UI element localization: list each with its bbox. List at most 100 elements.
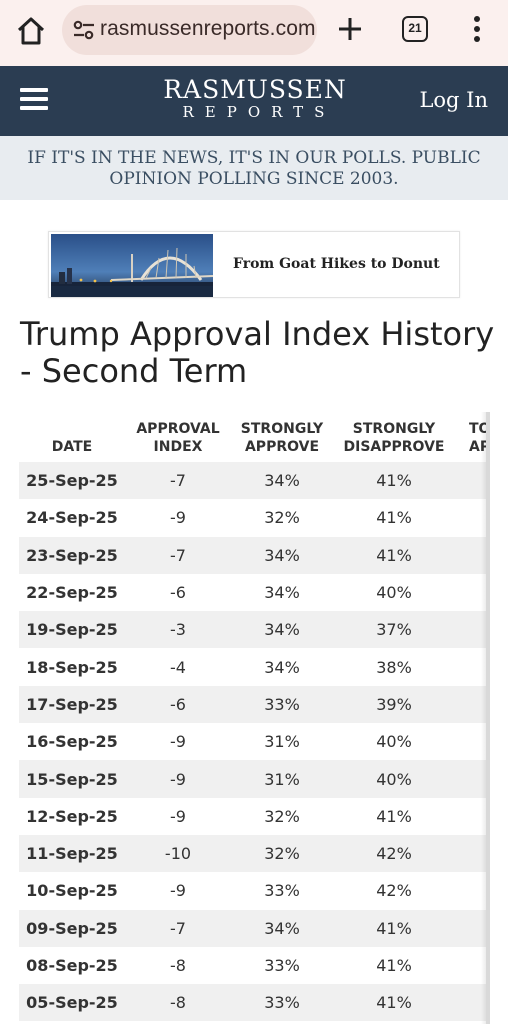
cell-approval-index: -9 (125, 872, 231, 910)
cell-approval-index: -8 (125, 984, 231, 1022)
cell-date: 12-Sep-25 (19, 797, 125, 835)
cell-strongly-approve: 34% (231, 462, 333, 500)
cell-date: 22-Sep-25 (19, 573, 125, 612)
table-header-row: DATE APPROVAL INDEX STRONGLY APPROVE STRON… (19, 412, 489, 462)
cell-strongly-disapprove: 42% (333, 834, 455, 873)
cell-date: 16-Sep-25 (19, 723, 125, 761)
cell-strongly-approve: 34% (231, 648, 333, 686)
cell-strongly-approve: 32% (231, 499, 333, 537)
cell-strongly-approve: 31% (231, 760, 333, 798)
cell-total-approve (455, 834, 489, 873)
table-row: 05-Sep-25 -8 33% 41% (19, 984, 489, 1022)
cell-strongly-disapprove: 38% (333, 648, 455, 686)
kebab-icon[interactable] (468, 14, 486, 44)
cell-strongly-disapprove: 41% (333, 909, 455, 947)
table-row: 17-Sep-25 -6 33% 39% (19, 685, 489, 724)
cell-date: 15-Sep-25 (19, 760, 125, 798)
tabs-icon[interactable]: 21 (402, 16, 428, 42)
plus-icon[interactable] (336, 14, 364, 44)
cell-strongly-disapprove: 41% (333, 946, 455, 985)
cell-total-approve (455, 648, 489, 686)
table-row: 16-Sep-25 -9 31% 40% (19, 723, 489, 761)
cell-strongly-disapprove: 37% (333, 611, 455, 649)
cell-strongly-approve: 34% (231, 536, 333, 574)
url-text[interactable]: rasmussenreports.com (100, 17, 316, 40)
cell-date: 08-Sep-25 (19, 946, 125, 985)
cell-strongly-approve: 32% (231, 797, 333, 835)
cell-strongly-disapprove: 41% (333, 499, 455, 537)
cell-strongly-disapprove: 42% (333, 872, 455, 910)
cell-total-approve (455, 946, 489, 985)
site-logo[interactable]: RASMUSSEN REPORTS (150, 77, 360, 122)
cell-total-approve (455, 685, 489, 724)
table-body: 25-Sep-25 -7 34% 41% 24-Sep-25 -9 32% 41% 23-Sep… (19, 462, 489, 1022)
tune-icon[interactable] (72, 19, 96, 41)
header-total-approve: TOTALAPPROVE (469, 421, 489, 455)
page-title: Trump Approval Index History - Second Te… (20, 315, 495, 390)
cell-date: 25-Sep-25 (19, 462, 125, 500)
cell-date: 17-Sep-25 (19, 685, 125, 724)
cell-total-approve (455, 909, 489, 947)
table-row: 08-Sep-25 -8 33% 41% (19, 946, 489, 985)
cell-total-approve (455, 573, 489, 612)
cell-total-approve (455, 760, 489, 798)
table-row: 15-Sep-25 -9 31% 40% (19, 760, 489, 798)
cell-total-approve (455, 611, 489, 649)
cell-date: 10-Sep-25 (19, 872, 125, 910)
cell-strongly-approve: 34% (231, 909, 333, 947)
ad-image[interactable] (51, 234, 213, 297)
cell-strongly-approve: 33% (231, 984, 333, 1022)
cell-date: 24-Sep-25 (19, 499, 125, 537)
cell-approval-index: -3 (125, 611, 231, 649)
cell-approval-index: -7 (125, 462, 231, 500)
cell-approval-index: -6 (125, 685, 231, 724)
cell-strongly-approve: 33% (231, 946, 333, 985)
table-row: 24-Sep-25 -9 32% 41% (19, 499, 489, 537)
table-row: 23-Sep-25 -7 34% 41% (19, 536, 489, 574)
table-row: 22-Sep-25 -6 34% 40% (19, 573, 489, 612)
cell-approval-index: -7 (125, 909, 231, 947)
header-strongly-approve: STRONGLY APPROVE (240, 421, 324, 455)
cell-strongly-disapprove: 41% (333, 984, 455, 1022)
cell-strongly-disapprove: 41% (333, 462, 455, 500)
cell-strongly-approve: 31% (231, 723, 333, 761)
cell-approval-index: -6 (125, 573, 231, 612)
cell-approval-index: -9 (125, 499, 231, 537)
cell-approval-index: -8 (125, 946, 231, 985)
cell-date: 11-Sep-25 (19, 834, 125, 873)
logo-line-2: REPORTS (182, 103, 336, 121)
hamburger-menu-icon[interactable] (20, 88, 48, 114)
table-row: 18-Sep-25 -4 34% 38% (19, 648, 489, 686)
cell-strongly-disapprove: 40% (333, 573, 455, 612)
cell-total-approve (455, 872, 489, 910)
header-strongly-disapprove: STRONGLY DISAPPROVE (343, 421, 445, 455)
cell-total-approve (455, 797, 489, 835)
cell-total-approve (455, 723, 489, 761)
ad-banner[interactable]: From Goat Hikes to Donut (48, 231, 460, 298)
cell-approval-index: -10 (125, 834, 231, 873)
cell-strongly-approve: 32% (231, 834, 333, 873)
cell-strongly-approve: 34% (231, 573, 333, 612)
cell-strongly-disapprove: 40% (333, 760, 455, 798)
browser-toolbar: rasmussenreports.com 21 (0, 0, 508, 66)
ad-headline[interactable]: From Goat Hikes to Donut (233, 256, 440, 272)
login-link[interactable]: Log In (419, 88, 488, 112)
cell-total-approve (455, 984, 489, 1022)
table-row: 25-Sep-25 -7 34% 41% (19, 462, 489, 500)
cell-strongly-approve: 34% (231, 611, 333, 649)
home-icon[interactable] (14, 14, 48, 48)
header-date: DATE (51, 439, 93, 455)
approval-table-container[interactable]: DATE APPROVAL INDEX STRONGLY APPROVE STRON… (19, 412, 489, 1024)
table-scrollbar[interactable] (486, 412, 490, 1024)
cell-strongly-disapprove: 39% (333, 685, 455, 724)
header-approval-index: APPROVAL INDEX (136, 421, 220, 455)
cell-date: 05-Sep-25 (19, 984, 125, 1022)
address-bar[interactable]: rasmussenreports.com (62, 5, 317, 55)
cell-total-approve (455, 536, 489, 574)
cell-date: 19-Sep-25 (19, 611, 125, 649)
site-header: RASMUSSEN REPORTS Log In (0, 66, 508, 136)
cell-approval-index: -4 (125, 648, 231, 686)
table-row: 19-Sep-25 -3 34% 37% (19, 611, 489, 649)
cell-approval-index: -9 (125, 723, 231, 761)
cell-strongly-disapprove: 41% (333, 536, 455, 574)
